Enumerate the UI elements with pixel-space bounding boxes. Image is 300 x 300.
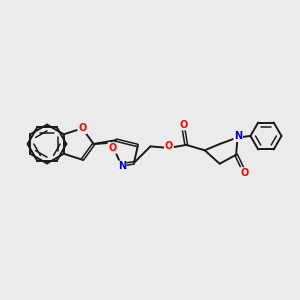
Text: O: O xyxy=(179,120,188,130)
Text: O: O xyxy=(108,143,117,153)
Text: N: N xyxy=(118,161,126,171)
Text: N: N xyxy=(234,131,242,141)
Text: O: O xyxy=(78,123,86,133)
Text: O: O xyxy=(165,141,173,151)
Text: O: O xyxy=(240,168,248,178)
